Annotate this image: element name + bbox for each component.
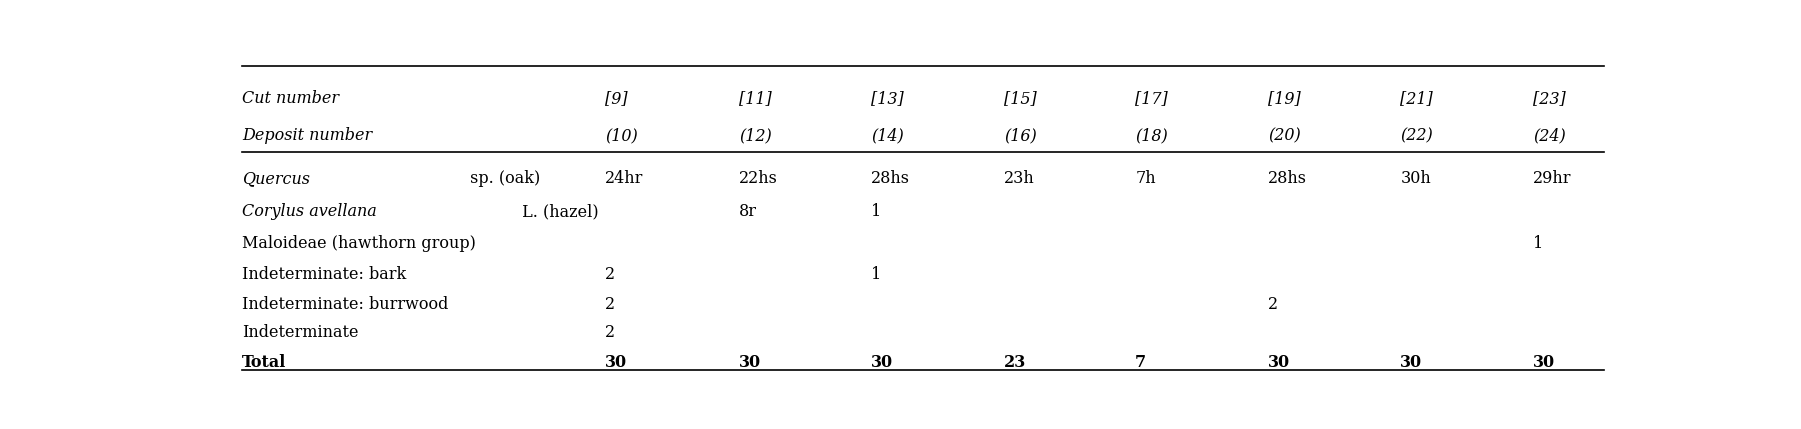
Text: 7h: 7h [1135,170,1156,187]
Text: (12): (12) [738,127,771,144]
Text: 28hs: 28hs [1268,170,1308,187]
Text: 2: 2 [605,324,614,341]
Text: Total: Total [241,354,286,372]
Text: (14): (14) [872,127,904,144]
Text: Corylus avellana: Corylus avellana [241,203,376,220]
Text: 30: 30 [738,354,760,372]
Text: [21]: [21] [1401,90,1434,107]
Text: 23h: 23h [1003,170,1036,187]
Text: 1: 1 [1533,235,1543,251]
Text: 29hr: 29hr [1533,170,1572,187]
Text: 30: 30 [605,354,627,372]
Text: 30h: 30h [1401,170,1432,187]
Text: Maloideae (hawthorn group): Maloideae (hawthorn group) [241,235,475,251]
Text: [9]: [9] [605,90,627,107]
Text: Cut number: Cut number [241,90,339,107]
Text: Indeterminate: Indeterminate [241,324,358,341]
Text: 2: 2 [605,266,614,283]
Text: (16): (16) [1003,127,1037,144]
Text: 30: 30 [1268,354,1290,372]
Text: L. (hazel): L. (hazel) [517,203,598,220]
Text: (18): (18) [1135,127,1167,144]
Text: 7: 7 [1135,354,1145,372]
Text: [11]: [11] [738,90,771,107]
Text: Quercus: Quercus [241,170,310,187]
Text: 28hs: 28hs [872,170,910,187]
Text: 1: 1 [872,266,882,283]
Text: (10): (10) [605,127,638,144]
Text: 30: 30 [1401,354,1423,372]
Text: Indeterminate: bark: Indeterminate: bark [241,266,405,283]
Text: 2: 2 [1268,296,1279,313]
Text: (22): (22) [1401,127,1434,144]
Text: 8r: 8r [738,203,756,220]
Text: [23]: [23] [1533,90,1565,107]
Text: sp. (oak): sp. (oak) [465,170,540,187]
Text: 23: 23 [1003,354,1027,372]
Text: Indeterminate: burrwood: Indeterminate: burrwood [241,296,448,313]
Text: 1: 1 [872,203,882,220]
Text: [19]: [19] [1268,90,1300,107]
Text: (20): (20) [1268,127,1300,144]
Text: [15]: [15] [1003,90,1037,107]
Text: (24): (24) [1533,127,1565,144]
Text: [17]: [17] [1135,90,1167,107]
Text: 24hr: 24hr [605,170,643,187]
Text: 2: 2 [605,296,614,313]
Text: 30: 30 [1533,354,1554,372]
Text: 30: 30 [872,354,893,372]
Text: 22hs: 22hs [738,170,778,187]
Text: [13]: [13] [872,90,904,107]
Text: Deposit number: Deposit number [241,127,373,144]
